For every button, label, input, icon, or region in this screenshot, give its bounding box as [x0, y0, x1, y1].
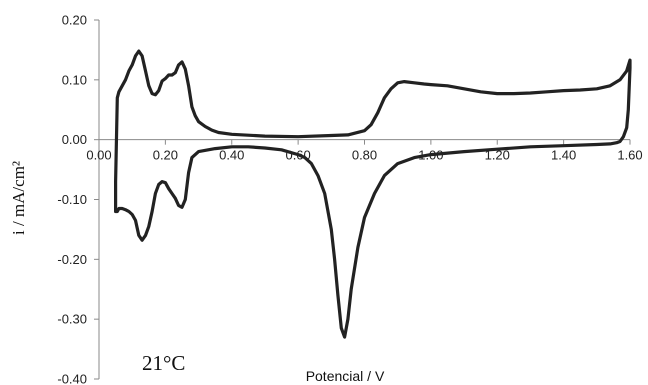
x-tick-label: 0.40: [219, 148, 244, 163]
y-tick-label: -0.30: [57, 312, 87, 327]
y-axis-title: i / mA/cm²: [9, 161, 28, 235]
y-tick-label: 0.10: [62, 72, 87, 87]
temperature-annotation: 21°C: [142, 351, 185, 375]
x-tick-label: 0.00: [86, 148, 111, 163]
x-axis: 0.00 0.20 0.40 0.60 0.80 1.00 1.20 1.40 1.60: [86, 139, 643, 163]
x-tick-label: 0.20: [153, 148, 178, 163]
x-tick-label: 1.40: [551, 148, 576, 163]
x-tick-label: 1.20: [485, 148, 510, 163]
y-tick-label: -0.20: [57, 252, 87, 267]
y-axis: 0.20 0.10 0.00 -0.10 -0.20 -0.30 -0.40: [57, 13, 100, 385]
x-tick-label: 0.80: [352, 148, 377, 163]
y-tick-label: 0.20: [62, 13, 87, 28]
x-tick-label: 1.60: [617, 148, 642, 163]
y-tick-label: 0.00: [62, 132, 87, 147]
y-tick-label: -0.10: [57, 192, 87, 207]
plot-area: [114, 49, 632, 339]
x-axis-title: Potencial / V: [306, 368, 385, 384]
voltammogram-curve: [114, 49, 632, 339]
y-tick-label: -0.40: [57, 372, 87, 385]
